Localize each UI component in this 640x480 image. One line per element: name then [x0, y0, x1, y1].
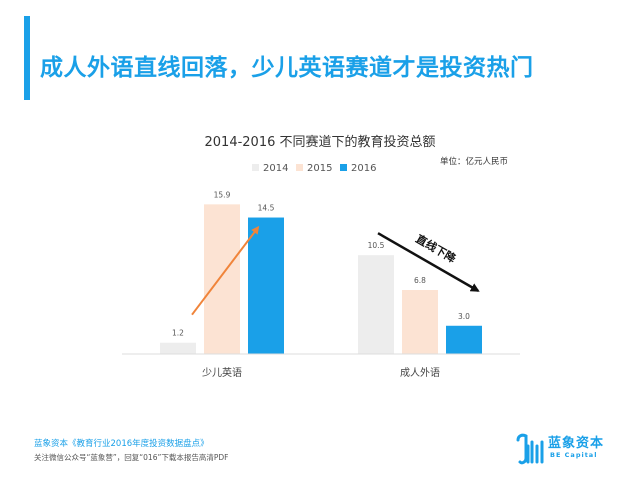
bar-少儿英语-2015 [204, 204, 240, 354]
bar-少儿英语-2016 [248, 217, 284, 354]
brand-logo: 蓝象资本 BE Capital [514, 430, 624, 470]
bar-value-label: 6.8 [414, 276, 426, 285]
bar-value-label: 14.5 [258, 204, 275, 213]
bar-value-label: 10.5 [368, 241, 385, 250]
bar-group: 1.2 15.9 14.5 10.5 6.8 3.0 [160, 190, 482, 354]
chart-legend: 2014 2015 2016 [252, 163, 376, 174]
trend-down-label: 直线下降 [413, 231, 459, 266]
elephant-logo-icon [516, 433, 544, 465]
legend-swatch-2016 [340, 164, 347, 171]
bar-成人外语-2016 [446, 325, 482, 354]
category-labels: 少儿英语 成人外语 [202, 366, 440, 379]
title-accent-bar [24, 16, 30, 100]
footer-note: 关注微信公众号“蓝象营”，回复“016”下载本报告高清PDF [34, 453, 229, 462]
bar-value-label: 1.2 [172, 329, 184, 338]
legend-label-2015: 2015 [307, 163, 332, 174]
bar-value-label: 3.0 [458, 312, 470, 321]
trend-down-arrow [377, 232, 480, 292]
legend-label-2014: 2014 [263, 163, 288, 174]
bar-成人外语-2014 [358, 255, 394, 354]
category-label: 少儿英语 [202, 366, 242, 379]
footer-source: 蓝象资本《教育行业2016年度投资数据盘点》 [34, 439, 209, 449]
bar-少儿英语-2014 [160, 342, 196, 354]
chart-title: 2014-2016 不同赛道下的教育投资总额 [204, 135, 436, 150]
bar-value-label: 15.9 [214, 190, 231, 199]
legend-label-2016: 2016 [351, 163, 376, 174]
unit-label: 单位：亿元人民币 [440, 157, 509, 167]
logo-subtitle: BE Capital [550, 451, 598, 459]
category-label: 成人外语 [400, 367, 440, 379]
trend-up-arrow [191, 225, 260, 316]
legend-swatch-2014 [252, 164, 259, 171]
legend-swatch-2015 [296, 164, 303, 171]
logo-name: 蓝象资本 [548, 436, 605, 451]
bar-成人外语-2015 [402, 290, 438, 354]
page-title: 成人外语直线回落，少儿英语赛道才是投资热门 [40, 55, 534, 81]
